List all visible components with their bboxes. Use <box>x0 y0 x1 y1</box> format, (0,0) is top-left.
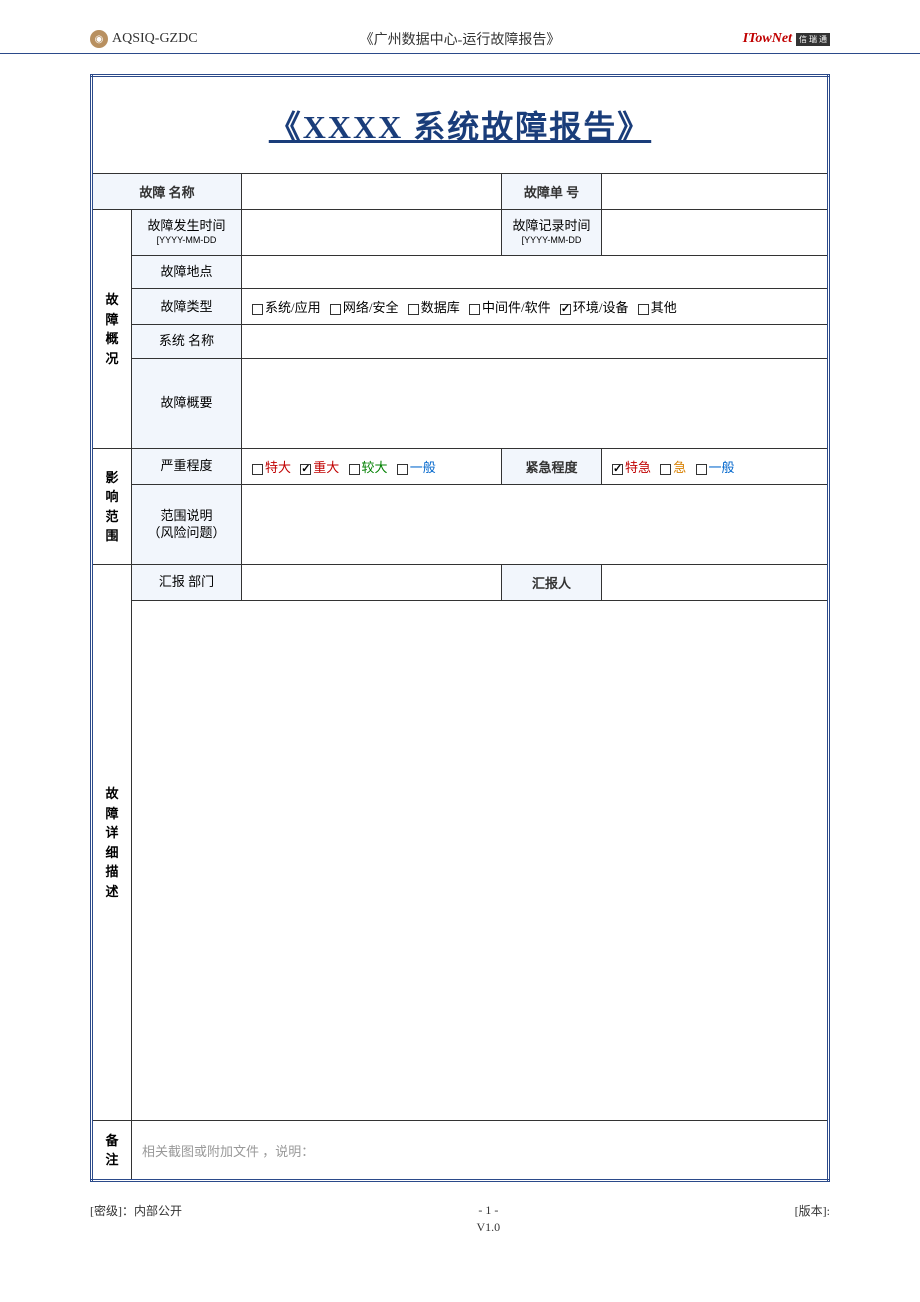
chk-sev-normal[interactable] <box>397 464 408 475</box>
page-header: ◉ AQSIQ-GZDC 《广州数据中心-运行故障报告》 ITowNet 信 瑞… <box>0 0 920 54</box>
title-cell: 《XXXX 系统故障报告》 <box>92 76 829 174</box>
fault-no-value[interactable] <box>602 174 829 210</box>
system-name-label: 系统 名称 <box>132 325 242 359</box>
chk-urg-normal[interactable] <box>696 464 707 475</box>
chk-database[interactable] <box>408 304 419 315</box>
org-logo-icon: ◉ <box>90 30 108 48</box>
chk-sev-major[interactable] <box>300 464 311 475</box>
lbl-sev-major: 重大 <box>313 460 339 475</box>
footer-version-label: [版本]: <box>795 1202 830 1236</box>
scope-desc-label: 范围说明 （风险问题） <box>132 485 242 565</box>
scope-desc-value[interactable] <box>242 485 829 565</box>
lbl-sev-normal: 一般 <box>410 460 436 475</box>
record-time-value[interactable] <box>602 210 829 256</box>
footer-page: - 1 - <box>477 1202 501 1219</box>
detail-desc-label: 故障详细描述 <box>92 565 132 1121</box>
fault-time-label: 故障发生时间 [YYYY-MM-DD <box>132 210 242 256</box>
itownet-sub: 信 瑞 通 <box>796 33 830 46</box>
report-dept-label: 汇报 部门 <box>132 565 242 601</box>
chk-network[interactable] <box>330 304 341 315</box>
lbl-system: 系统/应用 <box>265 300 321 315</box>
scope-desc-1: 范围说明 <box>160 508 212 523</box>
lbl-environment: 环境/设备 <box>573 300 629 315</box>
fault-name-label: 故障 名称 <box>92 174 242 210</box>
footer-version-line: V1.0 <box>477 1219 501 1236</box>
fault-overview-label: 故障概况 <box>92 210 132 449</box>
record-time-label: 故障记录时间 [YYYY-MM-DD <box>502 210 602 256</box>
lbl-middleware: 中间件/软件 <box>482 300 551 315</box>
urgency-checkboxes: 特急 急 一般 <box>602 449 829 485</box>
time-format-1: [YYYY-MM-DD <box>142 235 231 247</box>
system-name-value[interactable] <box>242 325 829 359</box>
lbl-urg-extreme: 特急 <box>625 460 651 475</box>
fault-location-label: 故障地点 <box>132 255 242 289</box>
chk-environment[interactable] <box>560 304 571 315</box>
fault-no-label: 故障单 号 <box>502 174 602 210</box>
chk-middleware[interactable] <box>469 304 480 315</box>
main-content: 《XXXX 系统故障报告》 故障 名称 故障单 号 故障概况 故障发生时间 [Y… <box>0 54 920 1192</box>
chk-urg-extreme[interactable] <box>612 464 623 475</box>
footer-center: - 1 - V1.0 <box>477 1202 501 1236</box>
lbl-network: 网络/安全 <box>343 300 399 315</box>
page-footer: [密级]：内部公开 - 1 - V1.0 [版本]: <box>0 1192 920 1276</box>
fault-time-text: 故障发生时间 <box>147 218 225 233</box>
time-format-2: [YYYY-MM-DD <box>512 235 591 247</box>
chk-other[interactable] <box>638 304 649 315</box>
org-code: AQSIQ-GZDC <box>112 31 198 47</box>
chk-urg-urgent[interactable] <box>660 464 671 475</box>
lbl-urg-normal: 一般 <box>709 460 735 475</box>
detail-text: 故障详细描述 <box>105 786 118 899</box>
scope-desc-2: （风险问题） <box>147 525 225 540</box>
header-left: ◉ AQSIQ-GZDC <box>90 30 198 48</box>
lbl-other: 其他 <box>651 300 677 315</box>
severity-label: 严重程度 <box>132 449 242 485</box>
itownet-logo: ITowNet <box>743 31 792 47</box>
reporter-label: 汇报人 <box>502 565 602 601</box>
fault-name-value[interactable] <box>242 174 502 210</box>
fault-type-checkboxes: 系统/应用 网络/安全 数据库 中间件/软件 环境/设备 其他 <box>242 289 829 325</box>
remark-label: 备注 <box>92 1121 132 1181</box>
impact-text: 影响范围 <box>105 470 118 544</box>
fault-summary-value[interactable] <box>242 359 829 449</box>
chk-sev-critical[interactable] <box>252 464 263 475</box>
report-table: 《XXXX 系统故障报告》 故障 名称 故障单 号 故障概况 故障发生时间 [Y… <box>90 74 830 1182</box>
fault-summary-label: 故障概要 <box>132 359 242 449</box>
detail-desc-value[interactable] <box>132 601 829 1121</box>
footer-classification: [密级]：内部公开 <box>90 1202 182 1236</box>
chk-sev-moderate[interactable] <box>349 464 360 475</box>
lbl-urg-urgent: 急 <box>673 460 686 475</box>
document-title: 《XXXX 系统故障报告》 <box>269 109 651 145</box>
header-center-title: 《广州数据中心-运行故障报告》 <box>360 29 561 49</box>
reporter-value[interactable] <box>602 565 829 601</box>
fault-time-value[interactable] <box>242 210 502 256</box>
record-time-text: 故障记录时间 <box>512 218 590 233</box>
lbl-database: 数据库 <box>421 300 460 315</box>
urgency-label: 紧急程度 <box>502 449 602 485</box>
overview-text: 故障概况 <box>105 292 118 366</box>
chk-system[interactable] <box>252 304 263 315</box>
lbl-sev-critical: 特大 <box>265 460 291 475</box>
fault-type-label: 故障类型 <box>132 289 242 325</box>
fault-location-value[interactable] <box>242 255 829 289</box>
impact-scope-label: 影响范围 <box>92 449 132 565</box>
report-dept-value[interactable] <box>242 565 502 601</box>
lbl-sev-moderate: 较大 <box>362 460 388 475</box>
remark-value[interactable]: 相关截图或附加文件 ，说明： <box>132 1121 829 1181</box>
severity-checkboxes: 特大 重大 较大 一般 <box>242 449 502 485</box>
header-right: ITowNet 信 瑞 通 <box>743 31 830 47</box>
